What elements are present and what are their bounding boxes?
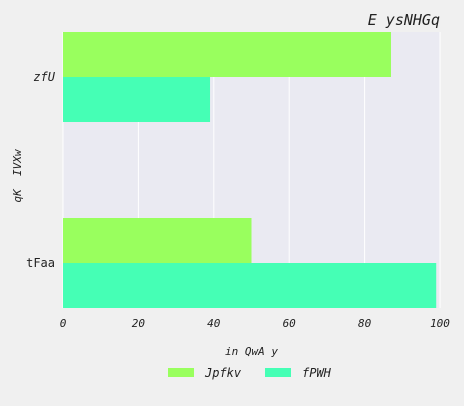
x-tick-label: 0 [60, 317, 67, 330]
legend: Jpfkv fPWH [168, 366, 332, 380]
legend-label: fPWH [302, 366, 332, 380]
bar-fPWH-tFaa [63, 263, 437, 308]
x-axis-label: in QwA y [225, 345, 278, 358]
x-tick-label: 40 [207, 317, 221, 330]
bar-Jpfkv-tFaa [63, 218, 252, 263]
y-axis-label: qK IVXw [11, 148, 24, 202]
bars [63, 32, 437, 308]
y-category-label: tFaa [26, 256, 55, 270]
bar-Jpfkv-zfU [63, 32, 391, 77]
legend-swatch [265, 368, 291, 377]
x-tick-label: 80 [358, 317, 372, 330]
legend-swatch [168, 368, 194, 377]
x-tick-label: 100 [430, 317, 450, 330]
x-tick-label: 20 [132, 317, 146, 330]
bar-fPWH-zfU [63, 77, 211, 122]
y-axis-categories: zfU tFaa [26, 70, 56, 270]
legend-label: Jpfkv [204, 366, 242, 380]
x-axis-ticks: 0 20 40 60 80 100 [60, 317, 451, 330]
x-tick-label: 60 [283, 317, 297, 330]
y-category-label: zfU [33, 70, 55, 84]
chart-title: E ysNHGq [368, 11, 440, 29]
